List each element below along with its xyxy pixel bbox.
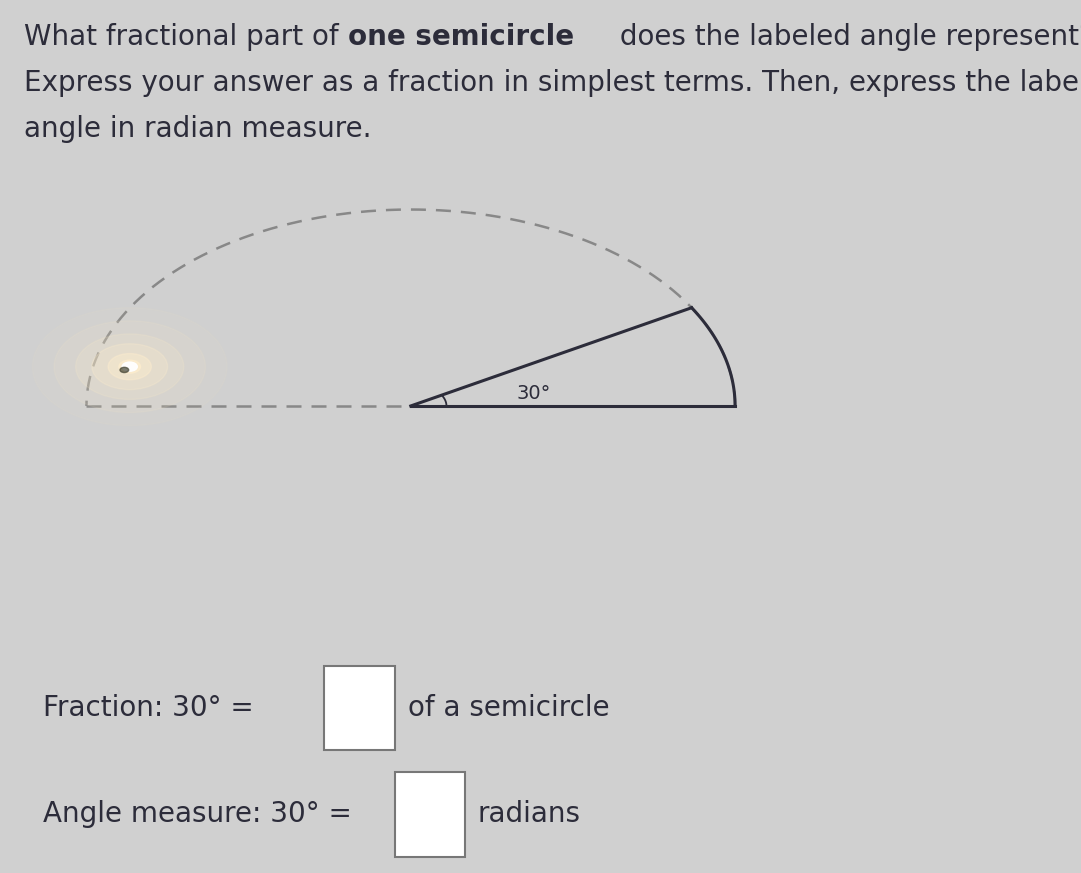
FancyBboxPatch shape — [395, 772, 465, 856]
Circle shape — [120, 368, 129, 373]
Circle shape — [92, 344, 168, 389]
Text: Fraction: 30° =: Fraction: 30° = — [43, 694, 254, 722]
Text: What fractional part of: What fractional part of — [24, 23, 347, 51]
Text: Express your answer as a fraction in simplest terms. Then, express the labeled: Express your answer as a fraction in sim… — [24, 69, 1081, 97]
Text: radians: radians — [478, 800, 580, 828]
Text: angle in radian measure.: angle in radian measure. — [24, 114, 371, 142]
Circle shape — [108, 354, 151, 380]
Circle shape — [76, 333, 184, 400]
Text: does the labeled angle represent?: does the labeled angle represent? — [611, 23, 1081, 51]
FancyBboxPatch shape — [324, 665, 395, 751]
Text: 30°: 30° — [516, 384, 550, 402]
Circle shape — [32, 308, 227, 426]
Text: one semicircle: one semicircle — [348, 23, 574, 51]
Text: of a semicircle: of a semicircle — [408, 694, 610, 722]
Text: Angle measure: 30° =: Angle measure: 30° = — [43, 800, 352, 828]
Circle shape — [122, 362, 137, 371]
Circle shape — [54, 320, 205, 413]
Circle shape — [119, 361, 141, 374]
